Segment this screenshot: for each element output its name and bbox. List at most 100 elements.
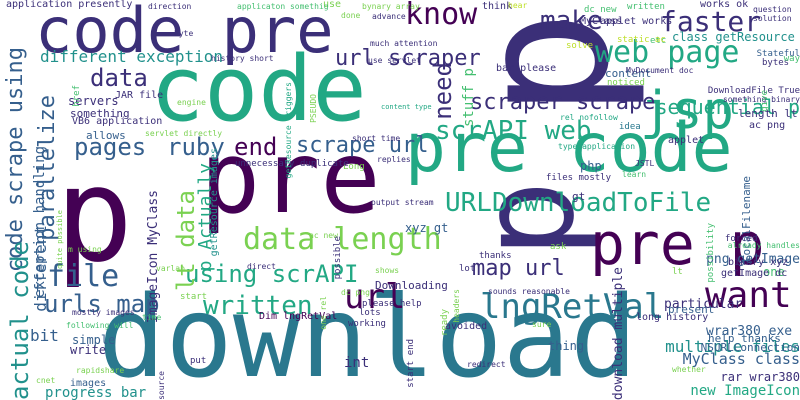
word-dc-png: dc png [341,288,370,297]
word-learn: learn [622,170,647,179]
word-url-scraper: url scraper [335,46,481,71]
word-whether: whether [672,365,706,374]
word-images: images [70,378,107,389]
word-possible: possible [333,236,343,280]
word-much-attention: much attention [370,39,438,48]
word-something: something [70,107,130,120]
word-lot: lot [459,264,476,274]
word-pre-p: pre p [590,210,765,278]
word-allows: allows [86,129,126,142]
word-code-pre: code pre [35,0,334,67]
word-etc: etc [650,36,667,46]
word-varlab: varlab [156,264,185,273]
word-png-getimage: png getImage [706,252,800,267]
word-files-mostly: files mostly [546,173,612,183]
word-works-ok: works ok [700,0,749,10]
word-bar-please: bar please [496,63,557,74]
word-m-using: m using [68,245,102,254]
word-use: use [323,0,342,10]
word-need: need [429,62,457,120]
word-file: file [47,259,120,294]
word-application-presently: application presently [6,0,133,10]
word-idea: idea [619,122,641,132]
word-history-short: history short [211,54,274,63]
word-getresource-images: getResource images [209,148,220,257]
word-written: written [203,291,313,321]
word-one: one [763,265,785,279]
word-scrapi-web: scrAPI web [435,116,592,146]
word-web-page: web page [595,35,740,70]
word-class-getresource: class getResource [672,30,795,44]
word-sounds-reasonable: sounds reasonable [488,287,570,296]
word-scrape-url: scrape url [296,133,429,158]
word-ac-png: ac png [749,120,786,131]
word-engine: engine [177,98,206,107]
word-rar-wrar380: rar wrar380 [720,370,800,384]
word-ruby: ruby [167,133,225,161]
word-noticed: noticed [607,78,645,88]
word-long: Long [343,162,365,172]
word-int: int [344,355,370,371]
word-download-multiple: download multiple [611,266,626,400]
word-give: give [760,90,770,112]
word-advance: advance [372,12,406,21]
word-one-rel: one rel [319,296,328,330]
word-pre-1: pre [200,119,381,236]
word-quite-possible: quite possible [56,210,64,270]
word-thing: thing [548,339,585,353]
word-forced: forced [725,234,758,244]
word-already-handles: already handles [727,241,800,250]
word-help-thanks: help thanks [708,332,781,345]
word-applet-works: applet works [600,16,673,27]
word-cnet: cnet [36,376,56,385]
word-data-length: data length [243,222,442,257]
word-url: url [344,277,406,317]
word-wrar380-exe: wrar380 exe [706,324,793,339]
word-mostly-images: mostly images [72,308,135,317]
word-avoided: avoided [445,321,488,332]
word-static-ac: static ac [617,35,666,45]
word-myclass: MyClass [580,16,623,27]
word-unnecessary-duplicate: unnecessary duplicate [235,159,349,169]
word-possibility: possibility [706,223,716,283]
word-byte: byte [174,29,194,38]
word-vb6-application: VB6 application [72,116,163,127]
word-applet: applet [668,135,705,146]
word-actual-code: actual code [6,241,34,400]
word-long-history: long history [636,312,709,323]
word-put: put [190,356,207,366]
word-ask: ask [550,242,567,252]
word-please-help: please help [362,299,422,309]
word-dc-new: dc new [584,5,617,15]
word-way: way [783,54,800,64]
word-jstl: JSTL [635,159,655,168]
word-progress-bar: progress bar [45,385,147,400]
word-particular: particular [664,297,743,312]
word-lngretval: lngRetVal [480,287,665,327]
word-stuff-p: stuff p [461,68,477,128]
word-using-scrapi: using scrAPI [185,260,359,288]
word-urls-map: urls map [44,290,160,318]
word-source: source [157,371,166,400]
word-pseudo: PSEUDO [309,94,318,123]
word-use-servlet: use servlet [368,56,421,65]
word-start-end: start end [406,339,416,388]
word-output-stream: output stream [371,198,434,207]
word-make: make [540,6,603,36]
word-code-scrape-using: code scrape using [3,47,28,273]
word-stateful: Stateful [756,49,800,59]
word-myclass-class: MyClass class [682,350,800,368]
word-content-type: content type [381,103,432,111]
word-xyz-gt: xyz gt [405,221,449,235]
word-bynary-array: bynary array [362,2,420,11]
word-map-url: map url [472,256,565,281]
word-code: code [150,37,367,142]
word-following-will: following will [66,321,134,330]
word-data: data [90,64,148,92]
word-know: know [405,0,478,32]
word-scraper-scrape: scraper scrape [470,90,656,115]
word-downloading: Downloading [375,279,448,292]
word-downloadfile-true: DownloadFile True [707,86,800,96]
word-sure: sure [532,320,552,329]
